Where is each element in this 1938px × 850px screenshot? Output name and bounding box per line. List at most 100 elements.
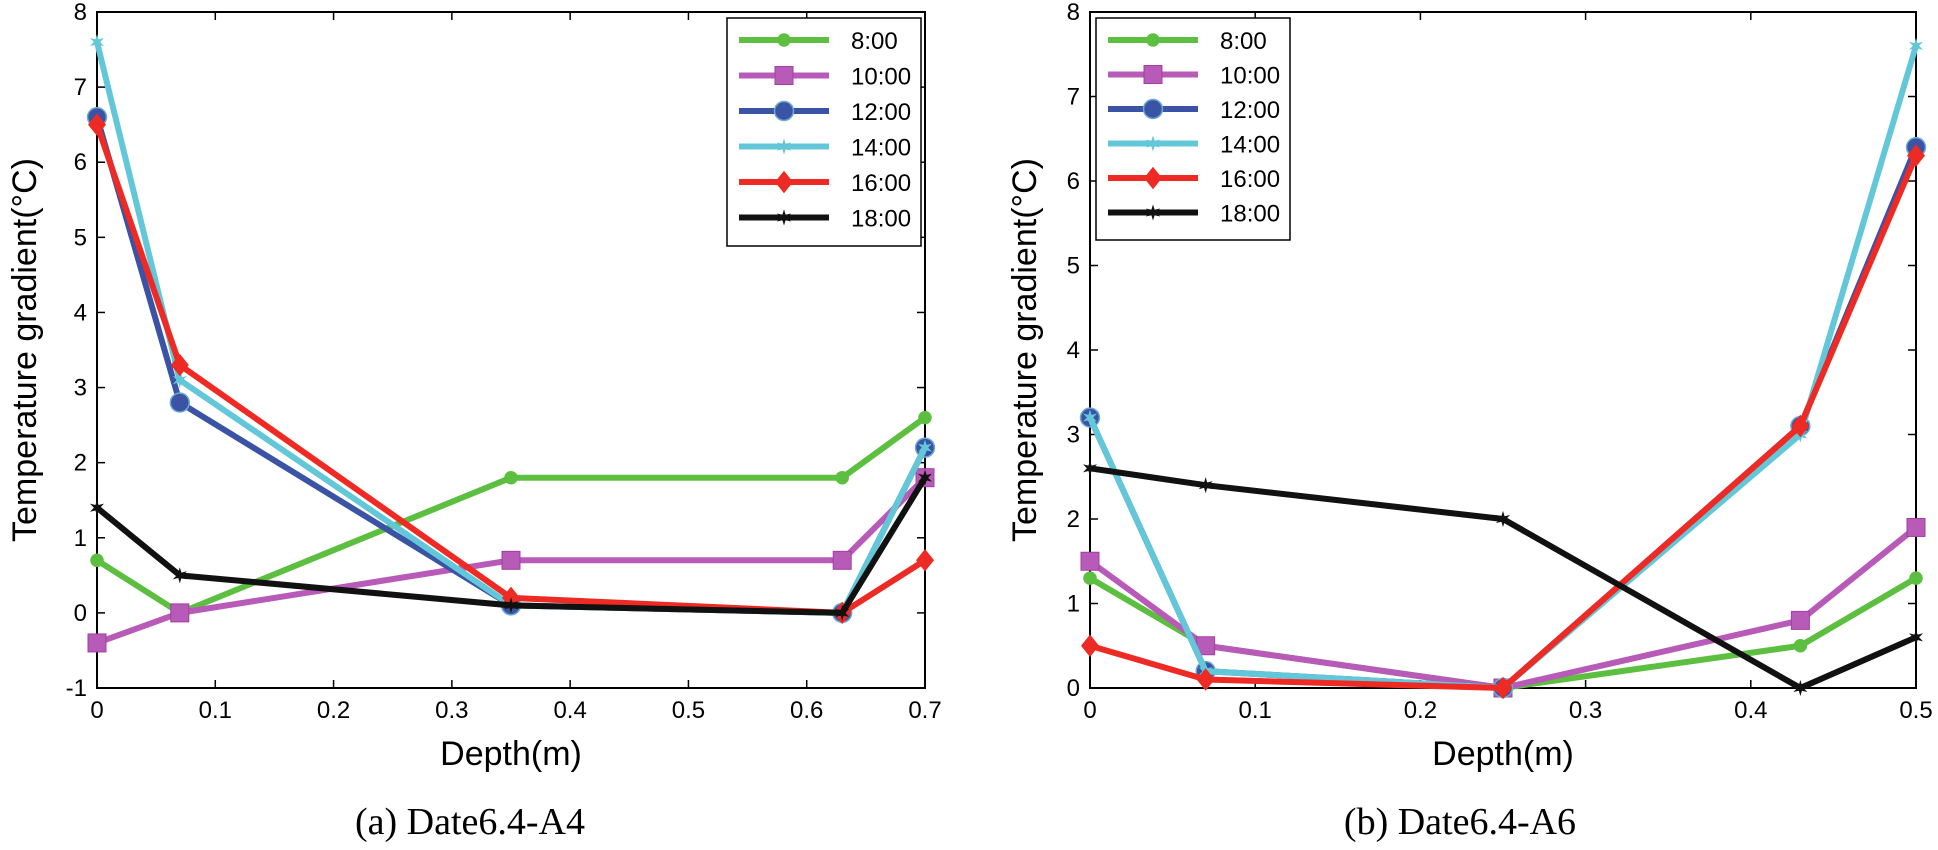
legend-marker	[776, 138, 792, 155]
panel-a-x-tick-label: 0.4	[553, 697, 586, 724]
panel-a-legend: 8:00 10:00 12:00 14:00 16:00 18:00	[726, 17, 922, 247]
panel-a-y-tick-label: 2	[74, 450, 87, 477]
panel-a-y-tick-label: -1	[66, 675, 87, 702]
legend-marker	[775, 170, 793, 194]
panel-b-data-point	[1494, 676, 1512, 700]
panel-a-y-tick-label: 3	[74, 375, 87, 402]
panel-b-x-tick-label: 0.4	[1734, 697, 1767, 724]
panel-a-legend-box	[726, 17, 922, 247]
panel-b-y-tick-label: 2	[1067, 506, 1080, 533]
legend-item: 14:00	[739, 135, 911, 162]
legend-label: 14:00	[1220, 132, 1280, 159]
panel-b-series-1800	[1082, 460, 1924, 697]
legend-marker	[1145, 135, 1161, 152]
panel-a-caption: (a) Date6.4-A4	[355, 801, 585, 843]
panel-b-data-point	[1495, 510, 1511, 528]
legend-item: 18:00	[739, 206, 911, 233]
legend-marker	[1145, 204, 1161, 221]
panel-b-y-axis-label: Temperature gradient(°C)	[1006, 158, 1044, 542]
legend-label: 18:00	[851, 206, 911, 233]
panel-b-data-point	[1198, 477, 1213, 494]
legend-item: 14:00	[1108, 132, 1280, 159]
panel-b-data-point	[1909, 571, 1923, 585]
panel-b-caption: (b) Date6.4-A6	[1344, 801, 1576, 843]
panel-b-data-point	[1908, 629, 1924, 646]
panel-b-legend: 8:00 10:00 12:00 14:00 16:00 18:00	[1095, 17, 1291, 241]
panel-b-data-point	[1908, 37, 1924, 54]
panel-b-data-point	[1196, 668, 1215, 691]
panel-a-x-tick-label: 0.7	[908, 697, 941, 724]
legend-label: 8:00	[1220, 28, 1267, 55]
panel-a-data-point	[170, 353, 189, 377]
panel-a-x-tick-label: 0.2	[317, 697, 350, 724]
panel-b: 0 0.1 0.2 0.3 0.4 0.5 0 1 2 3 4 5 6 7 8 8:00 10:00 12:00…	[1006, 0, 1933, 843]
panel-b-data-point	[1906, 517, 1926, 537]
panel-a-y-tick-label: 4	[74, 299, 87, 326]
legend-item: 18:00	[1108, 201, 1280, 228]
panel-b-data-point	[1081, 634, 1099, 657]
panel-b-y-tick-label: 0	[1067, 675, 1080, 702]
panel-b-y-tick-label: 6	[1067, 168, 1080, 195]
panel-a-data-point	[835, 470, 849, 485]
panel-a-data-point	[832, 550, 852, 570]
panel-a-x-tick-label: 0.5	[672, 697, 705, 724]
legend-marker	[776, 209, 792, 226]
panel-b-series	[1079, 37, 1927, 700]
legend-item: 12:00	[739, 99, 911, 126]
legend-label: 16:00	[851, 170, 911, 197]
panel-a-data-point	[503, 597, 519, 614]
legend-item: 16:00	[739, 170, 911, 197]
panel-b-y-tick-label: 5	[1067, 253, 1080, 280]
panel-a-data-point	[504, 470, 518, 485]
panel-b-y-tick-label: 1	[1067, 591, 1080, 618]
panel-a-data-point	[90, 553, 104, 568]
legend-marker	[1144, 166, 1162, 190]
legend-label: 16:00	[1220, 166, 1280, 193]
panel-a-data-point	[170, 603, 190, 623]
panel-b-data-point	[1793, 679, 1808, 697]
panel-a-data-point	[917, 469, 933, 486]
panel-a-series-1800	[89, 469, 933, 621]
panel-b-data-point	[1791, 414, 1810, 438]
legend-label: 12:00	[851, 99, 911, 126]
panel-b-ticks: 0 0.1 0.2 0.3 0.4 0.5 0 1 2 3 4 5 6 7 8	[1067, 0, 1933, 724]
panel-a-x-tick-label: 0.6	[790, 697, 823, 724]
panel-b-x-tick-label: 0.1	[1239, 697, 1272, 724]
legend-marker	[777, 33, 791, 47]
legend-label: 10:00	[851, 64, 911, 91]
legend-item: 8:00	[739, 28, 898, 55]
panel-a-y-tick-label: 1	[74, 525, 87, 552]
panel-b-y-tick-label: 3	[1067, 422, 1080, 449]
legend-item: 8:00	[1108, 28, 1267, 55]
panel-b-x-axis-label: Depth(m)	[1432, 735, 1574, 773]
panel-b-data-point	[1082, 409, 1098, 426]
panel-a-data-point	[172, 567, 187, 584]
panel-a-x-axis-label: Depth(m)	[440, 735, 582, 773]
panel-b-data-point	[1080, 551, 1100, 571]
legend-label: 10:00	[1220, 63, 1280, 90]
panel-a-data-point	[917, 439, 933, 456]
panel-a-data-point	[87, 633, 107, 653]
panel-b-x-tick-label: 0.5	[1899, 697, 1932, 724]
panel-a-y-tick-label: 6	[74, 149, 87, 176]
panel-a-data-point	[88, 113, 106, 136]
legend-marker	[774, 66, 794, 85]
legend-marker	[1142, 98, 1164, 120]
panel-b-y-tick-label: 4	[1067, 337, 1080, 364]
panel-a-data-point	[89, 33, 105, 51]
panel-a-y-tick-label: 5	[74, 224, 87, 251]
panel-b-y-tick-label: 8	[1067, 0, 1080, 26]
panel-a-y-tick-label: 7	[74, 74, 87, 101]
panel-b-series-1600	[1081, 144, 1925, 700]
legend-item: 10:00	[739, 64, 911, 91]
panel-b-data-point	[1083, 571, 1097, 585]
panel-a-data-point	[172, 371, 187, 389]
panel-a-x-tick-label: 0	[90, 697, 103, 724]
panel-a-data-point	[916, 549, 934, 572]
legend-marker	[1146, 33, 1160, 47]
panel-b-data-point	[1907, 144, 1925, 167]
panel-a-data-point	[501, 550, 521, 570]
